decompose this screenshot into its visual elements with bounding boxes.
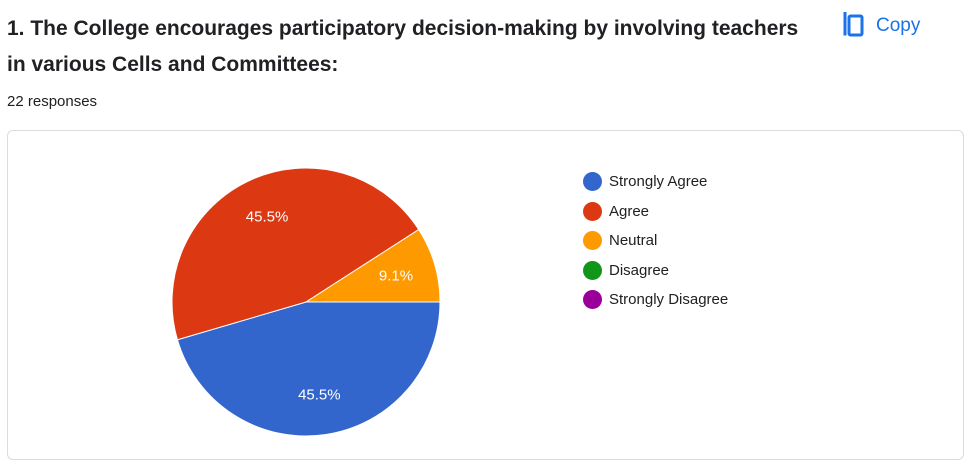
pie-data-label: 45.5% [298,386,341,404]
pie-slice-strongly-agree[interactable] [176,301,441,437]
legend-label: Neutral [609,232,658,250]
legend-swatch [583,290,602,310]
legend-item[interactable]: Disagree [583,256,728,286]
legend-swatch [583,260,602,280]
question-title: 1. The College encourages participatory … [7,17,799,76]
legend-label: Strongly Agree [609,173,708,191]
pie-chart [171,167,441,437]
legend-swatch [583,172,602,192]
pie-data-label: 9.1% [378,267,414,285]
legend-label: Disagree [609,261,670,279]
legend-item[interactable]: Strongly Disagree [583,285,728,315]
legend-label: Agree [609,202,650,220]
legend-item[interactable]: Neutral [583,226,728,256]
chart-card: Strongly Agree Agree Neutral Disagree Strong… [7,130,964,460]
response-count: 22 responses [7,93,98,110]
pie-data-label: 45.5% [245,208,289,226]
chart-legend: Strongly Agree Agree Neutral Disagree Strong… [583,167,728,315]
copy-button[interactable]: Copy [842,8,920,44]
pie-slice-neutral[interactable] [304,228,441,303]
legend-swatch [583,201,602,221]
copy-button-label: Copy [876,15,921,36]
pie-slice-agree[interactable] [171,167,420,341]
legend-item[interactable]: Strongly Agree [583,167,728,197]
legend-item[interactable]: Agree [583,197,728,227]
copy-icon [842,12,864,40]
legend-swatch [583,231,602,251]
legend-label: Strongly Disagree [609,291,729,309]
